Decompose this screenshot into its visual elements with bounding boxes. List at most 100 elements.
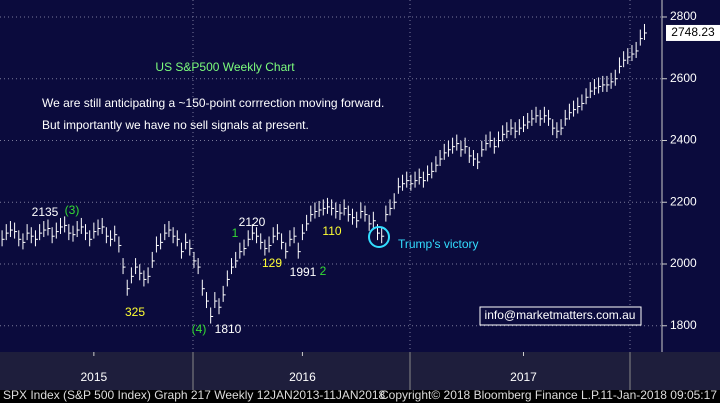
bar	[43, 221, 47, 238]
bar	[389, 199, 393, 216]
subtitle: But importantly we have no sell signals …	[42, 118, 309, 132]
bar	[180, 242, 184, 259]
bar	[322, 199, 326, 216]
bar	[47, 219, 51, 236]
bar	[573, 100, 577, 117]
bar	[606, 75, 610, 92]
bar	[568, 103, 572, 120]
bar	[135, 258, 139, 275]
bar	[414, 171, 418, 188]
bar	[502, 125, 506, 142]
bar	[264, 239, 268, 256]
bar	[339, 204, 343, 221]
bar	[514, 122, 518, 139]
bar	[548, 109, 552, 126]
annotation: 325	[125, 305, 145, 319]
bar	[126, 279, 130, 296]
bar	[314, 202, 318, 219]
annotation: 2	[320, 264, 327, 278]
bar	[364, 205, 368, 222]
x-tick-label: 2016	[289, 370, 316, 384]
bar	[72, 225, 76, 242]
bar	[160, 233, 164, 250]
bar	[531, 109, 535, 126]
bar	[472, 150, 476, 167]
bar	[276, 224, 280, 241]
bar	[193, 251, 197, 268]
bar	[598, 77, 602, 94]
annotation: 1991	[290, 265, 317, 279]
bar	[585, 88, 589, 105]
bar	[360, 202, 364, 219]
bar	[185, 233, 189, 250]
bar	[80, 217, 84, 234]
bar	[477, 153, 481, 170]
bar	[397, 177, 401, 194]
bar	[26, 224, 30, 241]
bar	[30, 227, 34, 244]
bar	[226, 270, 230, 287]
bar	[293, 227, 297, 244]
bar	[402, 174, 406, 191]
bar	[410, 174, 414, 191]
bar	[456, 134, 460, 151]
annotation: Trump's victory	[398, 237, 479, 251]
annotation: 1810	[215, 322, 242, 336]
bar	[602, 75, 606, 92]
y-tick-label: 1800	[670, 318, 697, 332]
bar	[97, 219, 101, 236]
bar	[506, 122, 510, 139]
bar	[143, 270, 147, 287]
bar	[560, 119, 564, 136]
bar	[172, 227, 176, 244]
bar	[247, 230, 251, 247]
bar	[89, 230, 93, 247]
last-price-box	[666, 24, 720, 41]
y-tick-label: 2200	[670, 194, 697, 208]
bar	[439, 150, 443, 167]
bar	[635, 41, 639, 58]
footer-text: Copyright© 2018 Bloomberg Finance L.P.	[380, 388, 601, 402]
bar	[139, 264, 143, 281]
bar	[497, 131, 501, 148]
annotation: (4)	[192, 322, 207, 336]
bar	[643, 23, 647, 40]
bar	[101, 217, 105, 234]
y-tick-label: 2800	[670, 9, 697, 23]
bar	[205, 292, 209, 309]
bar	[552, 119, 556, 136]
bar	[481, 140, 485, 157]
annotation: 2135	[32, 205, 59, 219]
bar	[581, 94, 585, 111]
subtitle: We are still anticipating a ~150-point c…	[42, 96, 384, 110]
bar	[268, 236, 272, 253]
bar	[510, 119, 514, 136]
bar	[627, 48, 631, 65]
bar	[22, 233, 26, 250]
bar	[301, 224, 305, 241]
bar	[464, 137, 468, 154]
chart-title: US S&P500 Weekly Chart	[155, 60, 295, 74]
bar	[610, 72, 614, 89]
bar	[68, 224, 72, 241]
bar	[343, 199, 347, 216]
bar	[539, 109, 543, 126]
bar	[452, 137, 456, 154]
bar	[393, 193, 397, 210]
y-tick-label: 2400	[670, 133, 697, 147]
bar	[118, 236, 122, 253]
bar	[331, 199, 335, 216]
annotation: 129	[262, 256, 282, 270]
bar	[201, 279, 205, 296]
bar	[564, 109, 568, 126]
bar	[210, 307, 214, 324]
bar	[306, 214, 310, 231]
bar	[114, 225, 118, 242]
bar	[122, 258, 126, 275]
bar	[260, 233, 264, 250]
watermark: info@marketmatters.com.au	[485, 308, 636, 322]
watermark-box	[479, 306, 642, 326]
bar	[222, 285, 226, 302]
